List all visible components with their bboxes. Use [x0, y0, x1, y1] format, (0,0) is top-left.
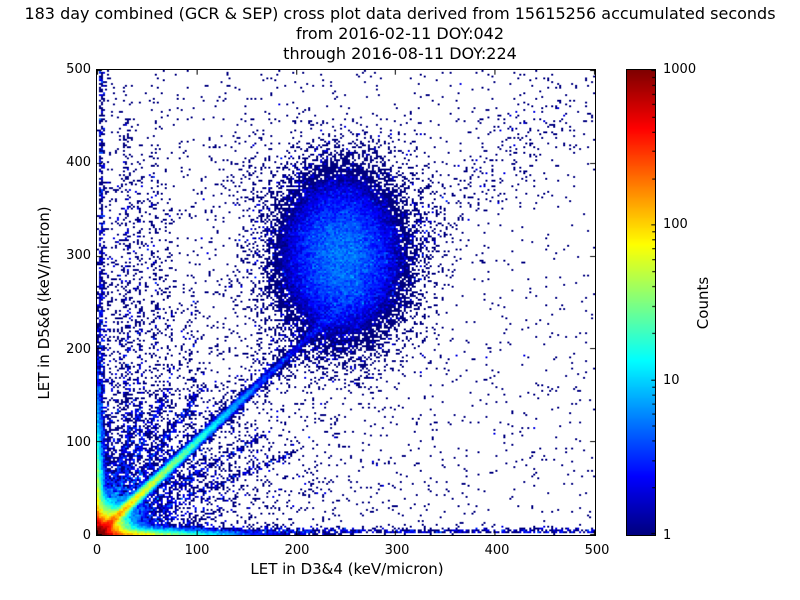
x-axis-label: LET in D3&4 (keV/micron) — [250, 560, 444, 578]
title-block: 183 day combined (GCR & SEP) cross plot … — [0, 4, 800, 64]
colorbar-label: Counts — [694, 276, 712, 330]
colorbar — [626, 69, 656, 536]
y-axis-label: LET in D5&6 (keV/micron) — [35, 206, 53, 400]
x-tick-label: 100 — [184, 543, 210, 558]
chart-subtitle-from: from 2016-02-11 DOY:042 — [295, 24, 504, 43]
x-tick-label: 400 — [484, 543, 510, 558]
y-tick-label: 200 — [66, 341, 91, 357]
x-tick-label: 300 — [384, 543, 410, 558]
scatter-density-plot — [96, 69, 596, 536]
y-tick-label: 0 — [82, 528, 91, 543]
y-tick-label: 300 — [66, 248, 91, 264]
x-tick-label: 0 — [92, 543, 102, 558]
colorbar-tick-label: 1 — [663, 528, 672, 543]
x-tick-label: 200 — [284, 543, 310, 558]
colorbar-tick-label: 1000 — [663, 62, 697, 77]
x-tick-label: 500 — [584, 543, 610, 558]
y-tick-label: 100 — [66, 434, 91, 450]
chart-title: 183 day combined (GCR & SEP) cross plot … — [24, 4, 776, 23]
colorbar-tick-label: 10 — [663, 372, 680, 388]
y-tick-label: 500 — [66, 62, 91, 77]
chart-subtitle-through: through 2016-08-11 DOY:224 — [283, 44, 517, 63]
y-tick-label: 400 — [66, 155, 91, 171]
colorbar-tick-label: 100 — [663, 217, 688, 233]
